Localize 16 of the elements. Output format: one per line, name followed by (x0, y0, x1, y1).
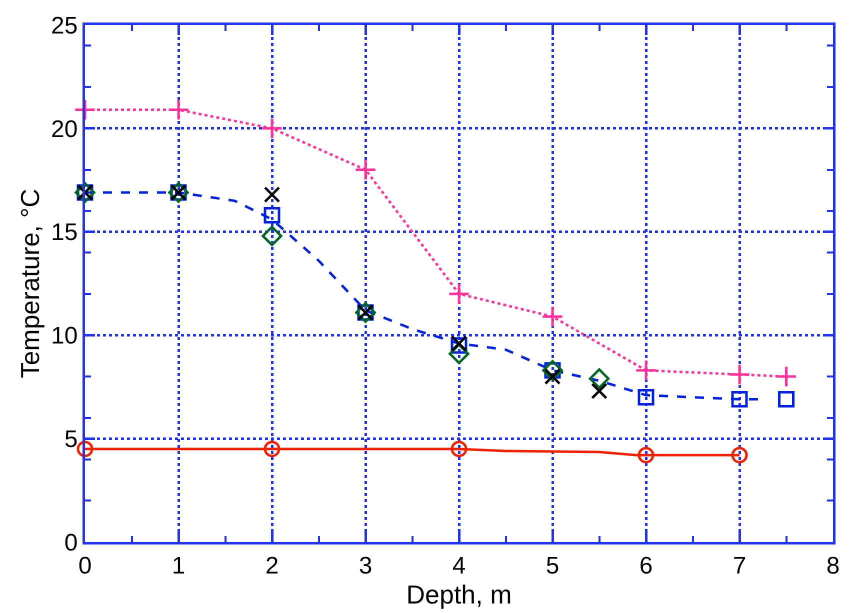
x-tick-label: 5 (546, 552, 560, 580)
y-tick-label: 5 (64, 426, 78, 453)
x-tick-label: 1 (172, 552, 186, 580)
x-tick-label: 7 (732, 552, 746, 580)
y-tick-label: 25 (50, 12, 78, 40)
x-axis-title: Depth, m (406, 579, 512, 610)
y-tick-label: 15 (50, 219, 78, 246)
y-tick-label: 0 (64, 529, 78, 556)
x-tick-label: 4 (452, 552, 466, 580)
y-axis-title: Temperature, °C (15, 188, 46, 378)
y-tick-label: 20 (50, 116, 78, 143)
x-tick-label: 8 (826, 552, 840, 580)
x-tick-label: 3 (358, 552, 372, 580)
x-tick-label: 2 (265, 552, 279, 580)
y-tick-label: 10 (50, 322, 78, 350)
x-tick-label: 6 (639, 552, 653, 580)
